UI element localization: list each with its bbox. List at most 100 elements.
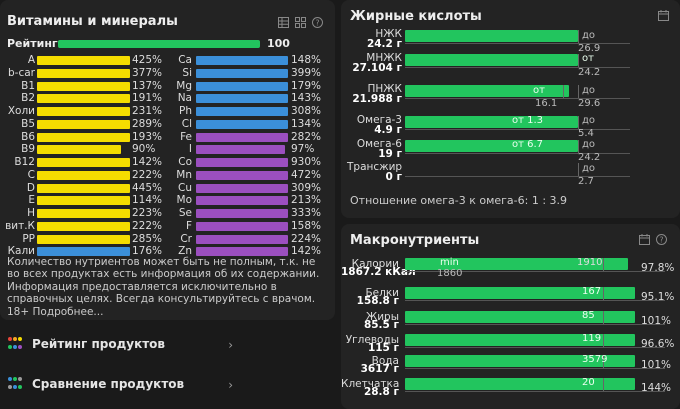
- mineral-percent: 148%: [291, 54, 322, 66]
- macro-percent: 101%: [641, 359, 672, 371]
- macro-name: Углеводы: [345, 334, 399, 346]
- macro-tick: [603, 311, 604, 324]
- mineral-percent: 399%: [291, 66, 322, 79]
- mineral-percent: 333%: [291, 207, 322, 219]
- macro-marker: 85: [582, 310, 595, 321]
- rating-value: 100: [267, 37, 290, 50]
- vitamin-percent: 90%: [132, 143, 156, 156]
- fat-bar: [405, 85, 570, 97]
- macro-value: 1867.2 кКал: [341, 266, 416, 278]
- vitamin-bar: [37, 196, 130, 206]
- chevron-right-icon: ›: [228, 378, 233, 392]
- mineral-bar: [196, 94, 288, 104]
- fat-value: 24.2 г: [366, 38, 402, 50]
- vitamin-bar: [37, 132, 130, 142]
- vitamin-percent: 222%: [132, 168, 163, 181]
- mineral-label: Mo: [176, 194, 192, 207]
- mineral-percent: 134%: [291, 117, 322, 130]
- mineral-label: Ca: [178, 54, 192, 66]
- fat-tick: [578, 116, 579, 129]
- vitamin-label: Кали: [7, 245, 35, 258]
- mineral-percent: 179%: [291, 79, 322, 92]
- fat-mark2-value: 2.7: [578, 176, 594, 187]
- help-icon[interactable]: ?: [312, 17, 323, 28]
- omega-ratio: Отношение омега-3 к омега-6: 1 : 3.9: [350, 194, 568, 207]
- mineral-bar: [196, 107, 288, 116]
- table-icon[interactable]: [278, 17, 289, 28]
- vitamins-title: Витамины и минералы: [7, 14, 178, 29]
- vitamin-percent: 191%: [132, 92, 163, 105]
- mineral-label: Na: [177, 92, 192, 105]
- fats-panel: Жирные кислоты НЖК 24.2 г до 26.9 МНЖК 27.104…: [341, 0, 680, 218]
- vitamin-percent: 289%: [132, 117, 163, 130]
- mineral-label: Cl: [181, 117, 192, 130]
- fat-mark2: до: [582, 85, 596, 96]
- mineral-percent: 282%: [291, 130, 322, 143]
- mineral-bar: [196, 221, 288, 231]
- mineral-label: Mn: [176, 168, 192, 181]
- macro-bar: [405, 355, 635, 367]
- fat-name: НЖК: [375, 28, 402, 40]
- vitamin-bar: [37, 68, 130, 78]
- vitamin-percent: 425%: [132, 54, 163, 66]
- fat-mark-value: 26.9: [578, 43, 601, 54]
- macro-value: 158.8 г: [356, 295, 399, 307]
- mineral-label: Si: [182, 66, 192, 79]
- mineral-label: Co: [178, 156, 192, 168]
- vitamin-bar: [37, 221, 130, 231]
- macro-name: Калории: [351, 258, 399, 270]
- mineral-bar: [196, 196, 288, 206]
- svg-text:?: ?: [659, 236, 663, 245]
- nav-compare-products[interactable]: Сравнение продуктов ›: [0, 368, 243, 400]
- vitamin-bar: [37, 94, 130, 104]
- vitamin-percent: 231%: [132, 105, 163, 117]
- vitamin-percent: 114%: [132, 194, 163, 207]
- macro-tick: [603, 287, 604, 300]
- fat-mark: от 6.7: [512, 139, 544, 150]
- mineral-percent: 472%: [291, 168, 322, 181]
- mineral-bar: [196, 119, 288, 129]
- macro-marker: 167: [582, 286, 602, 297]
- macro-name: Вода: [371, 355, 399, 367]
- vitamin-label: B12: [14, 156, 35, 168]
- mineral-percent: 158%: [291, 219, 322, 232]
- macro-tick: [603, 355, 604, 368]
- fat-value: 0 г: [385, 171, 402, 183]
- fat-bar: [405, 116, 578, 128]
- fat-mark2-value: 5.4: [578, 128, 594, 139]
- mineral-label: Se: [178, 207, 192, 219]
- macro-name: Жиры: [365, 311, 399, 323]
- fat-axis: [405, 98, 630, 99]
- calendar-icon[interactable]: [639, 234, 650, 245]
- vitamin-percent: 222%: [132, 219, 163, 232]
- mineral-percent: 224%: [291, 232, 322, 245]
- fat-tick: [578, 163, 579, 176]
- vitamin-bar: [37, 107, 130, 116]
- fat-axis: [405, 176, 630, 177]
- macro-value: 85.5 г: [363, 319, 399, 331]
- macro-axis: [405, 271, 665, 272]
- vitamin-label: B5: [21, 117, 35, 130]
- fat-name: ПНЖК: [367, 83, 402, 95]
- calendar-icon[interactable]: [658, 10, 669, 21]
- vitamin-percent: 142%: [132, 156, 163, 168]
- fat-axis: [405, 129, 630, 130]
- macro-min-label: min: [440, 257, 459, 268]
- fats-title: Жирные кислоты: [350, 9, 482, 24]
- vitamin-label: Холи: [7, 105, 35, 117]
- macro-panel: Макронутриенты ? Калории 1867.2 кКал 97.8%…: [341, 224, 680, 409]
- grid-icon[interactable]: [295, 17, 306, 28]
- vitamin-bar: [37, 56, 130, 65]
- fat-value: 4.9 г: [374, 124, 402, 136]
- macro-value: 115 г: [367, 342, 399, 354]
- vitamin-label: C: [27, 168, 35, 181]
- macro-name: Белки: [365, 287, 399, 299]
- help-icon[interactable]: ?: [656, 234, 667, 245]
- mineral-label: I: [188, 143, 192, 156]
- fat-mark2: до: [582, 163, 596, 174]
- macro-axis: [405, 368, 665, 369]
- fat-bar: [405, 30, 578, 42]
- vitamin-percent: 137%: [132, 79, 163, 92]
- nav-rating-products[interactable]: Рейтинг продуктов ›: [0, 328, 243, 360]
- vitamin-bar: [37, 81, 130, 91]
